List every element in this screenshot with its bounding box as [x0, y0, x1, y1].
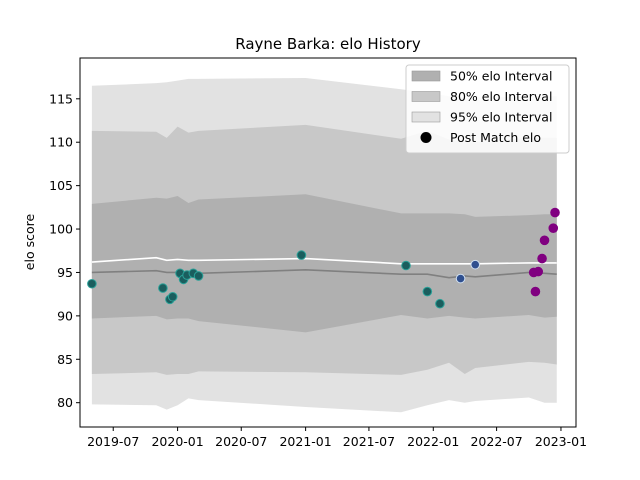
- legend-label: 50% elo Interval: [450, 69, 552, 84]
- x-tick-label: 2022-01: [407, 434, 459, 449]
- elo-point: [167, 291, 178, 302]
- legend-swatch-50: [411, 70, 441, 82]
- median-line: [91, 269, 557, 279]
- legend-label: Post Match elo: [450, 130, 541, 145]
- elo-point: [530, 286, 541, 297]
- y-tick-label: 95: [57, 265, 73, 280]
- legend-swatch-95: [411, 111, 441, 123]
- elo-point: [455, 273, 466, 284]
- legend-marker-post-match: [420, 132, 432, 143]
- x-tick-label: 2021-07: [343, 434, 395, 449]
- x-tick-label: 2023-01: [535, 434, 587, 449]
- elo-point: [193, 271, 204, 281]
- legend: 50% elo Interval 80% elo Interval 95% elo …: [405, 64, 570, 154]
- legend-label: 95% elo Interval: [450, 110, 552, 125]
- y-tick-label: 85: [57, 352, 73, 367]
- elo-point: [548, 223, 559, 233]
- elo-point: [87, 278, 97, 289]
- elo-point: [470, 259, 481, 270]
- x-tick-label: 2019-07: [87, 434, 139, 449]
- y-tick-label: 110: [49, 135, 73, 150]
- elo-point: [539, 235, 550, 246]
- x-tick-label: 2021-01: [279, 434, 331, 449]
- elo-point: [296, 250, 307, 260]
- elo-point: [533, 266, 544, 277]
- trend-lines: [91, 256, 557, 279]
- legend-label: 80% elo Interval: [450, 89, 552, 104]
- y-tick-label: 100: [49, 222, 73, 237]
- x-axis: 2019-07 2020-01 2020-07 2021-01 2021-07 2022-…: [87, 427, 587, 449]
- elo-point: [537, 253, 547, 264]
- y-axis-label: elo score: [22, 214, 37, 271]
- y-tick-label: 90: [57, 308, 73, 323]
- interval-bands: [91, 77, 557, 413]
- elo-point: [422, 286, 433, 297]
- post-match-points: [87, 207, 560, 309]
- y-tick-label: 80: [57, 395, 73, 410]
- elo-point: [401, 260, 411, 271]
- elo-point: [158, 283, 168, 293]
- band-50: [91, 194, 557, 333]
- y-tick-label: 105: [49, 178, 73, 193]
- x-tick-label: 2020-07: [215, 434, 267, 449]
- trend-line: [91, 256, 557, 265]
- elo-point: [435, 298, 445, 309]
- legend-swatch-80: [411, 91, 441, 102]
- y-tick-label: 115: [49, 91, 73, 106]
- x-tick-label: 2022-07: [470, 434, 522, 449]
- y-axis: 80 85 90 95 100 105 110 115: [49, 91, 80, 410]
- elo-point: [550, 207, 560, 218]
- chart-title: Rayne Barka: elo History: [235, 35, 421, 53]
- plot-frame: [79, 57, 577, 428]
- x-tick-label: 2020-01: [151, 434, 203, 449]
- legend-box: [405, 64, 570, 154]
